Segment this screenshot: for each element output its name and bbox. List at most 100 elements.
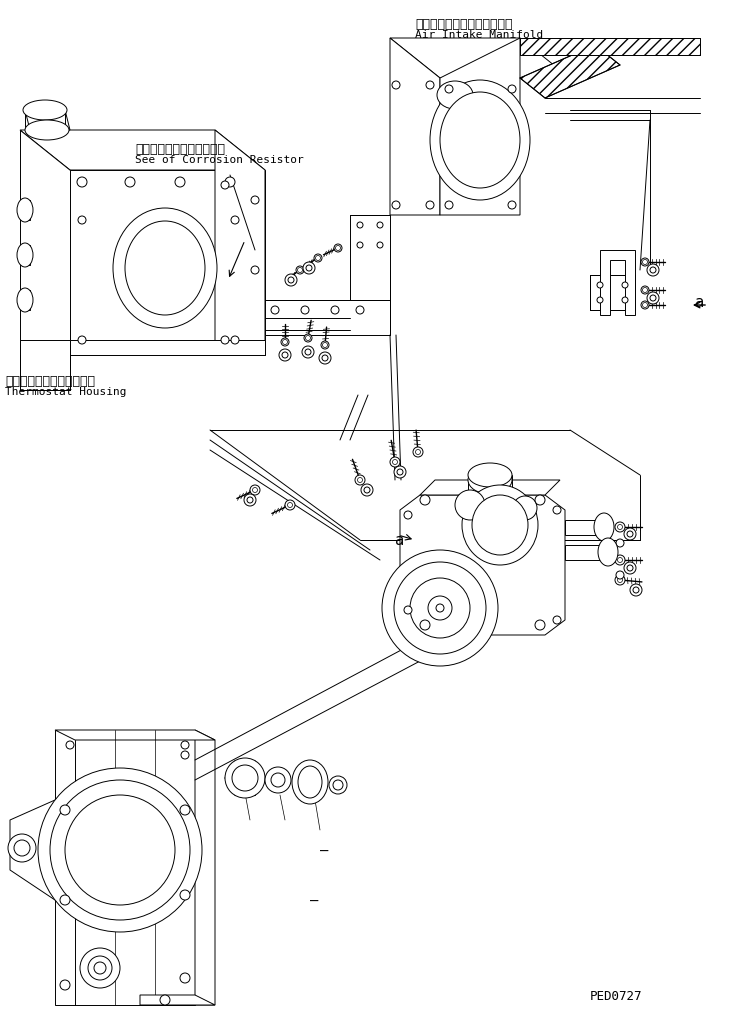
Polygon shape bbox=[195, 731, 215, 1005]
Ellipse shape bbox=[437, 81, 473, 109]
Circle shape bbox=[420, 620, 430, 630]
Circle shape bbox=[322, 355, 328, 361]
Circle shape bbox=[426, 81, 434, 89]
Circle shape bbox=[364, 487, 370, 493]
Ellipse shape bbox=[17, 288, 33, 312]
Circle shape bbox=[175, 177, 185, 187]
Circle shape bbox=[221, 181, 229, 189]
Circle shape bbox=[60, 895, 70, 905]
Polygon shape bbox=[70, 340, 265, 355]
Circle shape bbox=[65, 795, 175, 905]
Circle shape bbox=[271, 306, 279, 314]
Ellipse shape bbox=[440, 92, 520, 188]
Circle shape bbox=[231, 216, 239, 224]
Circle shape bbox=[355, 475, 365, 485]
Polygon shape bbox=[20, 200, 30, 220]
Circle shape bbox=[221, 336, 229, 344]
Circle shape bbox=[247, 497, 253, 503]
Circle shape bbox=[357, 242, 363, 248]
Polygon shape bbox=[55, 731, 215, 740]
Text: –: – bbox=[320, 845, 329, 859]
Circle shape bbox=[329, 776, 347, 793]
Circle shape bbox=[641, 258, 649, 266]
Circle shape bbox=[445, 201, 453, 209]
Circle shape bbox=[180, 890, 190, 900]
Polygon shape bbox=[20, 290, 30, 310]
Circle shape bbox=[88, 956, 112, 980]
Circle shape bbox=[283, 339, 287, 344]
Circle shape bbox=[336, 246, 341, 251]
Polygon shape bbox=[20, 245, 30, 265]
Circle shape bbox=[315, 255, 320, 260]
Polygon shape bbox=[350, 215, 390, 300]
Circle shape bbox=[426, 201, 434, 209]
Circle shape bbox=[250, 485, 260, 495]
Ellipse shape bbox=[430, 80, 530, 200]
Circle shape bbox=[445, 85, 453, 93]
Circle shape bbox=[630, 584, 642, 596]
Circle shape bbox=[615, 575, 625, 585]
Circle shape bbox=[331, 306, 339, 314]
Ellipse shape bbox=[513, 496, 537, 520]
Text: Thermostat Housing: Thermostat Housing bbox=[5, 387, 127, 397]
Circle shape bbox=[285, 500, 295, 510]
Polygon shape bbox=[390, 38, 440, 215]
Circle shape bbox=[392, 201, 400, 209]
Circle shape bbox=[305, 350, 311, 355]
Circle shape bbox=[357, 478, 363, 483]
Ellipse shape bbox=[594, 513, 614, 541]
Ellipse shape bbox=[225, 758, 265, 798]
Circle shape bbox=[622, 297, 628, 303]
Circle shape bbox=[647, 264, 659, 276]
Circle shape bbox=[415, 449, 421, 454]
Ellipse shape bbox=[125, 221, 205, 315]
Polygon shape bbox=[215, 130, 265, 355]
Circle shape bbox=[404, 606, 412, 614]
Circle shape bbox=[281, 338, 289, 346]
Circle shape bbox=[390, 457, 400, 467]
Polygon shape bbox=[25, 110, 70, 130]
Circle shape bbox=[8, 834, 36, 862]
Circle shape bbox=[60, 805, 70, 815]
Circle shape bbox=[160, 995, 170, 1005]
Circle shape bbox=[319, 352, 331, 364]
Polygon shape bbox=[565, 520, 600, 535]
Polygon shape bbox=[565, 545, 605, 560]
Polygon shape bbox=[20, 340, 70, 390]
Polygon shape bbox=[20, 130, 70, 355]
Circle shape bbox=[641, 301, 649, 309]
Circle shape bbox=[78, 216, 86, 224]
Ellipse shape bbox=[17, 198, 33, 223]
Circle shape bbox=[180, 973, 190, 983]
Polygon shape bbox=[265, 300, 390, 335]
Ellipse shape bbox=[292, 760, 328, 804]
Polygon shape bbox=[420, 480, 560, 495]
Circle shape bbox=[616, 571, 624, 579]
Ellipse shape bbox=[23, 100, 67, 120]
Ellipse shape bbox=[468, 466, 512, 494]
Polygon shape bbox=[400, 495, 565, 635]
Circle shape bbox=[627, 565, 633, 571]
Text: エアーインテークマニホルド: エアーインテークマニホルド bbox=[415, 18, 513, 31]
Circle shape bbox=[624, 528, 636, 539]
Circle shape bbox=[553, 506, 561, 514]
Circle shape bbox=[244, 494, 256, 506]
Circle shape bbox=[356, 306, 364, 314]
Polygon shape bbox=[520, 38, 700, 55]
Polygon shape bbox=[520, 45, 620, 98]
Circle shape bbox=[125, 177, 135, 187]
Circle shape bbox=[253, 488, 258, 493]
Circle shape bbox=[508, 85, 516, 93]
Ellipse shape bbox=[113, 208, 217, 328]
Circle shape bbox=[80, 948, 120, 988]
Circle shape bbox=[78, 336, 86, 344]
Circle shape bbox=[641, 285, 649, 294]
Polygon shape bbox=[55, 731, 195, 1005]
Circle shape bbox=[302, 346, 314, 358]
Polygon shape bbox=[440, 38, 520, 215]
Text: コロージョンレジスタ参照: コロージョンレジスタ参照 bbox=[135, 143, 225, 156]
Circle shape bbox=[323, 342, 327, 347]
Ellipse shape bbox=[410, 578, 470, 638]
Circle shape bbox=[288, 277, 294, 283]
Polygon shape bbox=[600, 250, 635, 315]
